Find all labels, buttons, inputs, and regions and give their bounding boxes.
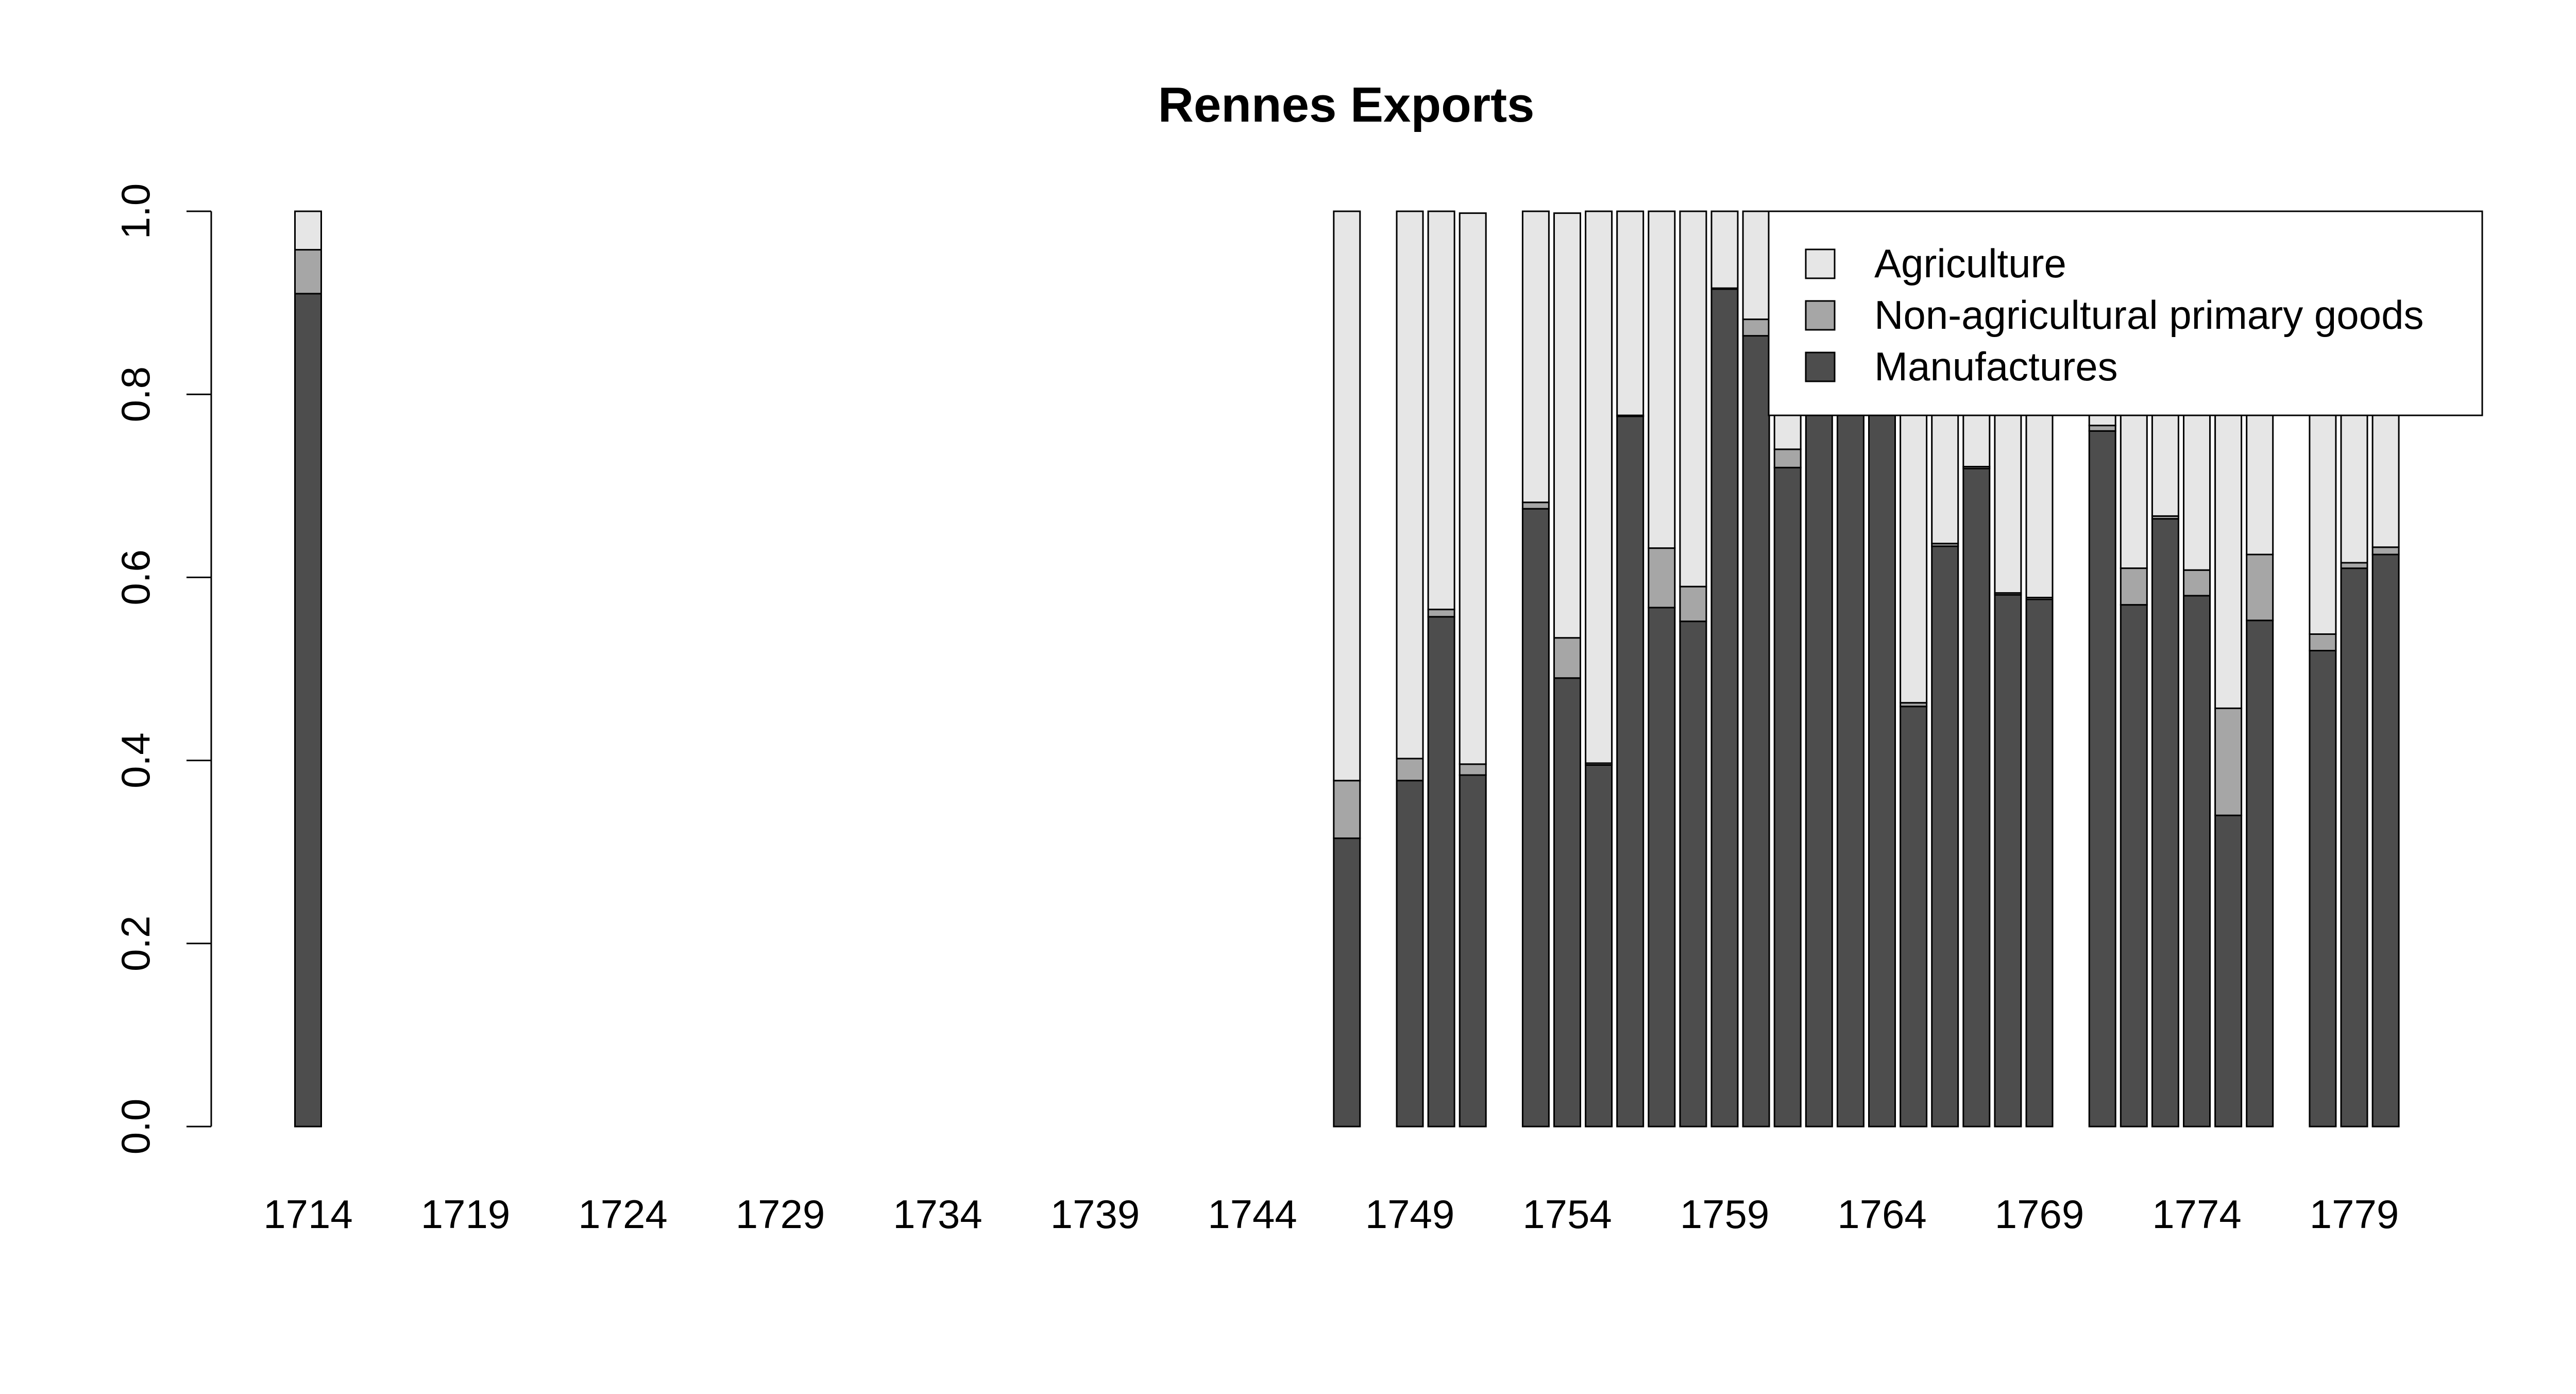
bar-segment-1756-0 <box>1616 415 1645 1128</box>
legend-swatch-1 <box>1805 300 1836 331</box>
x-axis: 1714 1719 1724 1729 1734 1739 1744 1749 1754 1759… <box>263 1191 2399 1237</box>
bar-segment-1754-1 <box>1553 637 1581 679</box>
legend-label-1: Non-agricultural primary goods <box>1874 292 2424 338</box>
bar-segment-1753-1 <box>1521 501 1550 510</box>
x-tick-label-1759: 1759 <box>1680 1191 1770 1237</box>
bar-segment-1747-2 <box>1333 210 1361 782</box>
x-tick-label-1734: 1734 <box>893 1191 982 1237</box>
bar-segment-1761-1 <box>1773 448 1802 468</box>
bar-segment-1753-2 <box>1521 210 1550 503</box>
bar-segment-1775-0 <box>2214 814 2243 1128</box>
x-tick-label-1719: 1719 <box>421 1191 511 1237</box>
bar-segment-1751-0 <box>1459 774 1487 1128</box>
x-tick-label-1774: 1774 <box>2152 1191 2242 1237</box>
bar-segment-1767-0 <box>1962 467 1991 1128</box>
bar-segment-1758-2 <box>1679 210 1707 587</box>
y-tick-label-2: 0.4 <box>113 732 158 788</box>
bar-segment-1768-0 <box>1994 594 2022 1128</box>
bar-segment-1765-0 <box>1900 706 1928 1128</box>
bar-segment-1714-1 <box>294 249 322 295</box>
bar-segment-1750-0 <box>1427 616 1455 1128</box>
x-tick-label-1779: 1779 <box>2310 1191 2399 1237</box>
x-tick-label-1714: 1714 <box>263 1191 353 1237</box>
bar-segment-1760-2 <box>1742 210 1770 321</box>
bar-segment-1756-2 <box>1616 210 1645 416</box>
legend-label-2: Manufactures <box>1874 344 2118 389</box>
bar-segment-1779-0 <box>2340 567 2368 1128</box>
bar-segment-1772-1 <box>2120 567 2148 606</box>
legend-box <box>1768 210 2483 416</box>
y-tick-label-4: 0.8 <box>113 366 158 422</box>
legend-swatch-2 <box>1805 351 1836 382</box>
x-tick-label-1749: 1749 <box>1365 1191 1455 1237</box>
bar-segment-1769-0 <box>2025 598 2054 1128</box>
bar-segment-1749-2 <box>1396 210 1424 760</box>
chart-title: Rennes Exports <box>1158 77 1535 132</box>
bar-segment-1779-1 <box>2340 562 2368 569</box>
x-tick-label-1729: 1729 <box>736 1191 825 1237</box>
bar-segment-1775-1 <box>2214 707 2243 816</box>
bar-segment-1755-2 <box>1585 210 1613 764</box>
bar-segment-1757-1 <box>1648 547 1676 609</box>
bar-segment-1747-1 <box>1333 780 1361 839</box>
bar-segment-1757-0 <box>1648 607 1676 1128</box>
bar-segment-1771-0 <box>2088 430 2116 1128</box>
bar-segment-1776-0 <box>2246 619 2274 1128</box>
y-tick-label-1: 0.2 <box>113 916 158 971</box>
bar-segment-1754-2 <box>1553 212 1581 639</box>
bar-segment-1766-0 <box>1931 545 1959 1128</box>
bar-segment-1778-0 <box>2309 650 2337 1128</box>
y-tick-label-3: 0.6 <box>113 549 158 605</box>
bar-segment-1776-1 <box>2246 553 2274 622</box>
bar-segment-1759-0 <box>1710 288 1739 1128</box>
y-tick-label-5: 1.0 <box>113 183 158 239</box>
x-tick-label-1739: 1739 <box>1050 1191 1140 1237</box>
bar-segment-1772-0 <box>2120 604 2148 1128</box>
bar-segment-1780-1 <box>2371 546 2400 556</box>
y-axis: 0.0 0.2 0.4 0.6 0.8 1.0 <box>113 183 212 1154</box>
bar-segment-1760-0 <box>1742 335 1770 1128</box>
bar-segment-1750-2 <box>1427 210 1455 611</box>
legend-label-0: Agriculture <box>1874 241 2066 286</box>
bar-segment-1714-0 <box>294 293 322 1128</box>
y-tick-label-0: 0.0 <box>113 1099 158 1154</box>
bar-segment-1761-0 <box>1773 466 1802 1128</box>
bar-segment-1774-1 <box>2183 569 2211 597</box>
bar-segment-1751-2 <box>1459 212 1487 765</box>
x-tick-label-1769: 1769 <box>1995 1191 2084 1237</box>
x-tick-label-1754: 1754 <box>1522 1191 1612 1237</box>
bar-segment-1759-2 <box>1710 210 1739 289</box>
bar-segment-1714-2 <box>294 210 322 251</box>
x-tick-label-1724: 1724 <box>578 1191 668 1237</box>
bar-segment-1747-0 <box>1333 837 1361 1128</box>
bar-segment-1773-0 <box>2151 518 2179 1128</box>
bar-segment-1758-0 <box>1679 620 1707 1128</box>
bar-segment-1757-2 <box>1648 210 1676 549</box>
legend: Agriculture Non-agricultural primary good… <box>1768 210 2483 416</box>
bar-segment-1774-0 <box>2183 595 2211 1128</box>
x-tick-label-1744: 1744 <box>1208 1191 1297 1237</box>
x-tick-label-1764: 1764 <box>1837 1191 1927 1237</box>
bar-segment-1750-1 <box>1427 609 1455 618</box>
bar-segment-1780-0 <box>2371 553 2400 1128</box>
bar-segment-1755-0 <box>1585 764 1613 1128</box>
bar-segment-1749-1 <box>1396 758 1424 782</box>
legend-swatch-0 <box>1805 248 1836 279</box>
bar-segment-1753-0 <box>1521 508 1550 1128</box>
bar-segment-1758-1 <box>1679 585 1707 623</box>
bar-segment-1749-0 <box>1396 780 1424 1128</box>
bar-segment-1778-1 <box>2309 633 2337 651</box>
bar-segment-1760-1 <box>1742 318 1770 337</box>
bar-segment-1751-1 <box>1459 763 1487 776</box>
bar-segment-1771-1 <box>2088 425 2116 432</box>
bar-segment-1754-0 <box>1553 677 1581 1128</box>
